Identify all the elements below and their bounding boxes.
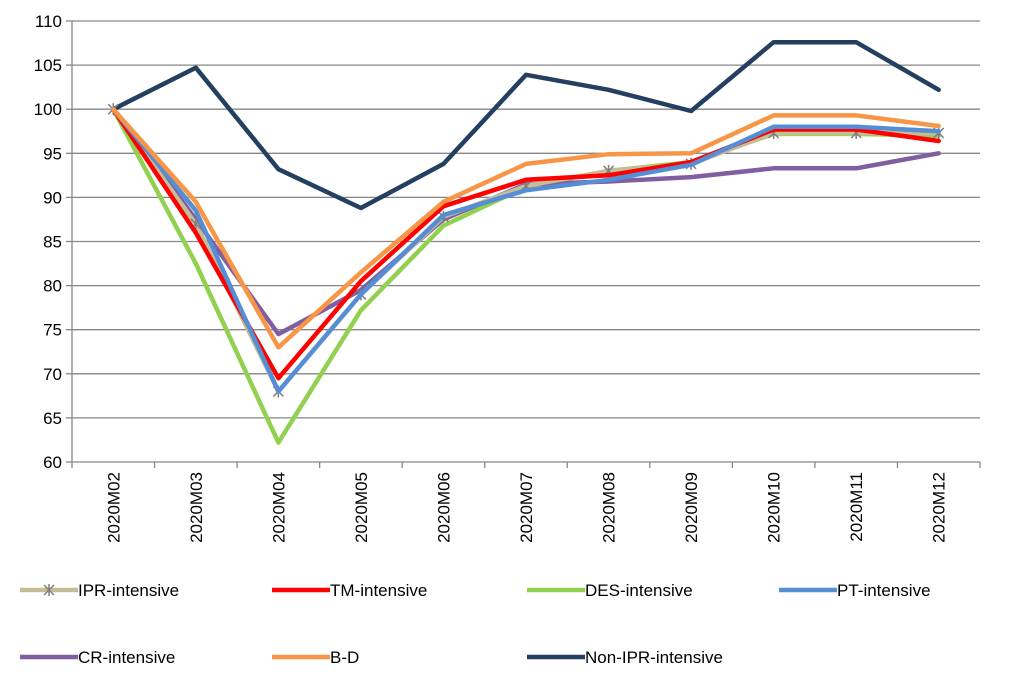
y-tick-label: 85 xyxy=(43,233,62,252)
x-axis: 2020M02 2020M03 2020M04 2020M05 2020M06 2020M… xyxy=(71,461,981,543)
x-tick-label: 2020M08 xyxy=(600,472,619,543)
y-tick-label: 100 xyxy=(34,100,62,119)
y-tick-label: 60 xyxy=(43,453,62,472)
x-tick-label: 2020M10 xyxy=(765,472,784,543)
y-tick-label: 80 xyxy=(43,277,62,296)
x-tick-label: 2020M02 xyxy=(104,472,123,543)
legend-item-tm-intensive: TM-intensive xyxy=(272,581,427,600)
legend-label: CR-intensive xyxy=(78,648,175,667)
x-tick-label: 2020M03 xyxy=(187,472,206,543)
legend-item-non-ipr-intensive: Non-IPR-intensive xyxy=(527,648,723,667)
legend-label: DES-intensive xyxy=(585,581,693,600)
series-line-non-ipr-intensive xyxy=(111,39,941,211)
x-tick-label: 2020M11 xyxy=(847,472,866,542)
x-tick-label: 2020M12 xyxy=(930,472,949,543)
series-lines xyxy=(107,39,945,445)
legend-item-cr-intensive: CR-intensive xyxy=(20,648,175,667)
y-tick-label: 75 xyxy=(43,321,62,340)
legend: IPR-intensive TM-intensive DES-intensive PT… xyxy=(20,581,931,667)
y-tick-label: 65 xyxy=(43,409,62,428)
y-tick-label: 105 xyxy=(34,56,62,75)
legend-label: TM-intensive xyxy=(330,581,427,600)
x-tick-label: 2020M06 xyxy=(434,472,453,543)
y-tick-label: 70 xyxy=(43,365,62,384)
series-line-tm-intensive xyxy=(111,106,941,381)
legend-item-b-d: B-D xyxy=(272,648,359,667)
legend-item-pt-intensive: PT-intensive xyxy=(779,581,931,600)
legend-label: IPR-intensive xyxy=(78,581,179,600)
y-tick-label: 90 xyxy=(43,188,62,207)
x-tick-label: 2020M04 xyxy=(269,472,288,543)
legend-label: Non-IPR-intensive xyxy=(585,648,723,667)
legend-item-ipr-intensive: IPR-intensive xyxy=(20,581,179,600)
legend-label: PT-intensive xyxy=(837,581,931,600)
series-line-pt-intensive xyxy=(111,106,941,394)
y-axis: 60 65 70 75 80 85 90 95 100 105 110 xyxy=(34,12,73,472)
y-tick-label: 110 xyxy=(35,12,62,31)
x-tick-label: 2020M05 xyxy=(352,472,371,543)
x-tick-label: 2020M07 xyxy=(517,472,536,543)
x-tick-label: 2020M09 xyxy=(682,472,701,543)
series-line-b-d xyxy=(111,106,941,350)
y-tick-label: 95 xyxy=(43,144,62,163)
legend-label: B-D xyxy=(330,648,359,667)
legend-item-des-intensive: DES-intensive xyxy=(527,581,693,600)
